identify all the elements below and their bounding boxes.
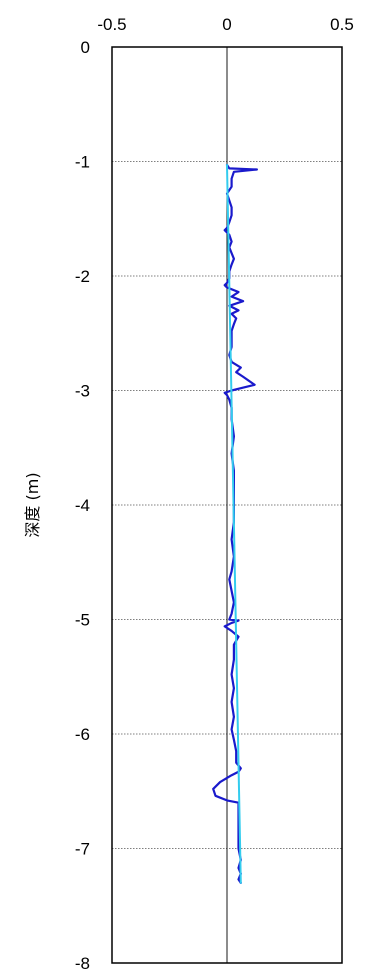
y-tick-label: -7 [75,840,90,859]
y-tick-label: -4 [75,496,90,515]
y-tick-label: -5 [75,611,90,630]
y-tick-label: 0 [81,38,90,57]
x-tick-labels: -0.5 0 0.5 [97,15,353,34]
series-line-fit [226,163,242,884]
y-tick-label: -2 [75,267,90,286]
x-tick-label: 0 [222,15,231,34]
y-tick-labels: 0 -1 -2 -3 -4 -5 -6 -7 -8 [75,38,90,973]
plot-frame [111,46,343,964]
y-axis-title: 深度 (m) [23,472,42,537]
y-tick-label: -6 [75,725,90,744]
x-tick-label: 0.5 [330,15,354,34]
y-tick-label: -8 [75,954,90,973]
y-tick-label: -1 [75,153,90,172]
x-tick-label: -0.5 [97,15,126,34]
series-layer [212,163,258,884]
y-tick-label: -3 [75,382,90,401]
